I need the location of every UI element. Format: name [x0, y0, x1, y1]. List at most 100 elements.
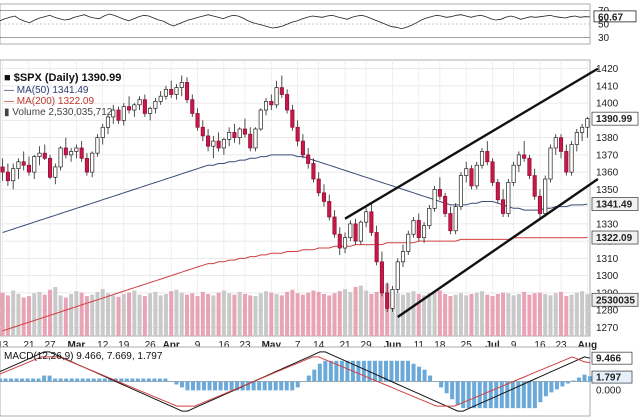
macd-value-box: [591, 370, 633, 384]
volume-bar: [153, 291, 158, 336]
candle-body: [321, 192, 327, 202]
volume-bar: [163, 294, 168, 336]
candle-body: [511, 164, 516, 183]
volume-bar: [53, 287, 58, 336]
candle-body: [11, 168, 16, 182]
volume-bar: [511, 295, 516, 336]
macd-hist-bar: [317, 363, 322, 382]
macd-hist-bar: [135, 378, 140, 382]
volume-bar: [148, 293, 153, 336]
macd-hist-bar: [91, 378, 96, 382]
volume-bar: [400, 294, 405, 336]
candle-body: [26, 164, 32, 173]
candle-body: [163, 88, 168, 97]
macd-hist-bar: [64, 378, 69, 382]
volume-bar: [432, 291, 437, 336]
macd-hist-bar: [124, 378, 129, 382]
macd-hist-bar: [306, 375, 311, 382]
price-panel: 1270128012901300131013201330134013501360…: [0, 59, 639, 351]
macd-hist-bar: [190, 381, 195, 391]
volume-bar: [443, 294, 448, 336]
volume-bar: [116, 296, 121, 336]
macd-hist-bar: [334, 360, 339, 382]
macd-hist-bar: [273, 381, 278, 391]
candle-body: [121, 106, 126, 121]
candle-body: [358, 221, 363, 242]
candle-body: [211, 140, 216, 147]
ma200-value-box: [591, 230, 639, 245]
volume-bar: [490, 296, 495, 336]
candle-body: [316, 178, 321, 194]
price-tick-label: 1330: [596, 219, 619, 230]
ma50-value-label: 1341.49: [596, 200, 633, 211]
price-tick-label: 1410: [596, 81, 619, 92]
channel-lower-line: [397, 178, 599, 319]
candle-body: [432, 189, 437, 209]
ma50-line: [2, 154, 588, 233]
volume-bar: [522, 291, 527, 336]
candle-body: [343, 237, 348, 249]
macd-hist-bar: [483, 381, 488, 409]
candle-body: [148, 107, 153, 114]
macd-hist-bar: [444, 381, 449, 394]
macd-hist-bar: [86, 378, 91, 382]
macd-hist-bar: [235, 381, 240, 391]
candle-body: [574, 132, 579, 145]
price-tick-label: 1350: [596, 185, 619, 196]
x-tick-label: 21: [339, 340, 351, 351]
macd-hist-bar: [196, 381, 201, 391]
x-tick-label: 11: [414, 340, 425, 351]
x-tick-label: Mar: [67, 340, 85, 351]
candle-body: [279, 87, 284, 95]
volume-bar: [200, 291, 205, 336]
candle-body: [306, 154, 311, 164]
candle-body: [348, 223, 353, 239]
candle-body: [63, 147, 68, 156]
macd-hist-bar: [69, 378, 74, 382]
last-price-box: [591, 111, 639, 126]
macd-hist-bar: [185, 381, 190, 391]
candle-body: [16, 161, 21, 170]
volume-bar: [532, 293, 537, 336]
volume-bar: [364, 290, 369, 336]
macd-hist-bar: [141, 378, 146, 382]
volume-bar: [206, 294, 211, 336]
macd-hist-bar: [571, 380, 576, 382]
macd-hist-bar: [179, 381, 184, 388]
volume-bar: [237, 291, 242, 336]
candle-body: [0, 166, 5, 173]
volume-bar: [158, 295, 163, 336]
macd-hist-bar: [157, 378, 162, 382]
volume-bar: [422, 295, 427, 336]
candle-body: [100, 126, 105, 138]
candle-body: [137, 99, 142, 106]
macd-hist-bar: [417, 366, 422, 382]
volume-bar: [264, 291, 269, 336]
macd-hist-bar: [494, 381, 499, 409]
candle-body: [32, 156, 37, 173]
volume-bar: [485, 294, 490, 336]
candle-body: [364, 211, 369, 223]
macd-hist-bar: [576, 377, 581, 382]
candle-body: [490, 161, 495, 183]
candle-body: [537, 195, 542, 214]
macd-hist-bar: [229, 381, 234, 391]
signal-line: [0, 356, 591, 407]
candle-body: [422, 225, 427, 239]
volume-bar: [290, 289, 295, 336]
macd-hist-bar: [433, 381, 438, 382]
x-tick-label: May: [262, 340, 282, 351]
macd-hist-bar: [439, 381, 444, 388]
macd-hist-bar: [543, 381, 548, 397]
macd-hist-bar: [505, 381, 510, 409]
candle-body: [221, 139, 226, 149]
volume-bar: [321, 294, 326, 336]
candle-body: [353, 223, 358, 242]
macd-hist-bar: [312, 369, 317, 382]
candle-body: [84, 157, 89, 173]
volume-bar: [105, 293, 110, 336]
legend-symbol: ■ $SPX (Daily) 1390.99: [4, 72, 122, 84]
x-tick-label: 27: [44, 340, 56, 351]
price-frame: [0, 59, 591, 337]
